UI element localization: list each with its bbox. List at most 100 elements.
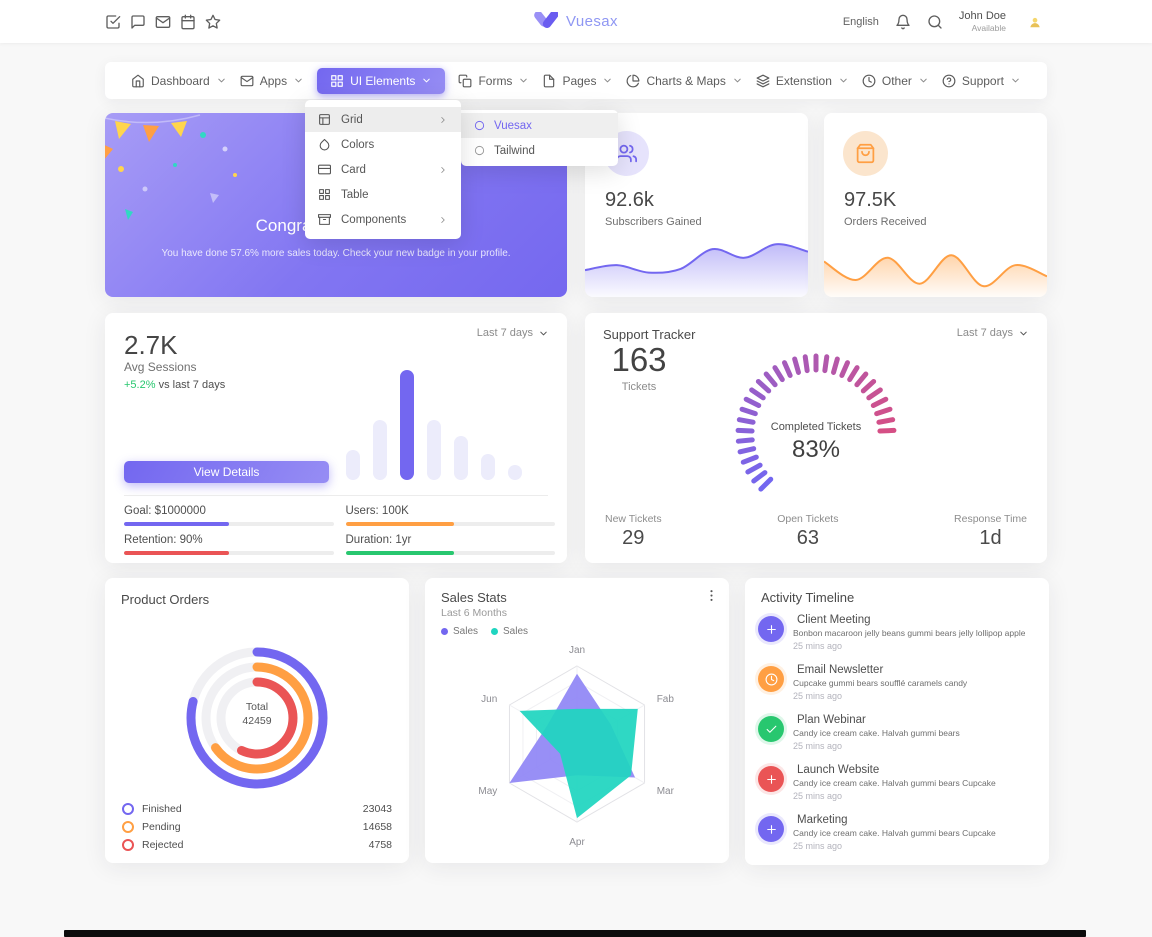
svg-text:Jan: Jan (569, 645, 585, 656)
new-tickets-value: 29 (622, 527, 645, 549)
todo-icon[interactable] (105, 14, 121, 30)
nav-item-support[interactable]: Support (942, 74, 1021, 88)
main-nav: Dashboard Apps UI Elements Forms Pages C… (105, 62, 1047, 99)
open-tickets: Open Tickets 63 (777, 513, 838, 550)
nav-label: Support (961, 73, 1004, 88)
check-icon (758, 716, 784, 742)
header-right: English John Doe Available (843, 9, 1048, 35)
sales-stats-title: Sales Stats (441, 590, 507, 605)
teal-dot-icon (491, 628, 499, 635)
avatar[interactable] (1022, 9, 1048, 35)
nav-item-apps[interactable]: Apps (240, 74, 304, 88)
nav-item-pages[interactable]: Pages (542, 74, 613, 88)
grid-submenu: Vuesax Tailwind (461, 110, 618, 166)
chat-icon[interactable] (130, 14, 146, 30)
timeline-desc: Cupcake gummi bears soufflé caramels can… (793, 678, 968, 688)
support-tracker-title: Support Tracker (603, 327, 696, 342)
search-icon[interactable] (927, 14, 943, 30)
finished-value: 23043 (362, 803, 392, 815)
grid-icon (330, 74, 344, 88)
sales-stats-subtitle: Last 6 Months (441, 607, 507, 619)
duration-label: Duration: 1yr (345, 534, 412, 546)
nav-item-ui-elements[interactable]: UI Elements (317, 67, 446, 94)
goal-progress-track (124, 522, 334, 526)
user-menu[interactable]: John Doe Available (959, 10, 1006, 33)
radar-svg: Jan Fab Mar Apr May Jun (478, 645, 675, 848)
duration-progress-fill (345, 551, 455, 555)
delta-value: +5.2% (124, 379, 156, 391)
credit-card-icon (318, 163, 331, 176)
nav-label: Extenstion (775, 73, 832, 88)
legend-sales-2: Sales (491, 626, 528, 637)
nav-item-dashboard[interactable]: Dashboard (131, 74, 227, 88)
nav-item-extension[interactable]: Extenstion (756, 74, 849, 88)
timeline-item-launch-website[interactable]: Launch Website Candy ice cream cake. Hal… (758, 764, 1037, 801)
chevron-down-icon (518, 75, 529, 86)
retention-stat: Retention: 90% (124, 534, 334, 555)
support-footer: New Tickets 29 Open Tickets 63 Response Ti… (605, 513, 1027, 550)
duration-stat: Duration: 1yr (345, 534, 555, 555)
menu-item-colors[interactable]: Colors (305, 132, 461, 157)
orders-area-chart (824, 225, 1047, 297)
timeline-time: 25 mins ago (793, 741, 843, 751)
menu-label: Components (341, 213, 407, 226)
droplet-icon (318, 138, 331, 151)
nav-item-forms[interactable]: Forms (458, 74, 529, 88)
menu-item-card[interactable]: Card (305, 157, 461, 182)
calendar-icon[interactable] (180, 14, 196, 30)
copy-icon (458, 74, 472, 88)
submenu-item-vuesax[interactable]: Vuesax (461, 113, 618, 138)
view-details-button[interactable]: View Details (124, 461, 329, 483)
nav-label: Forms (478, 73, 513, 88)
finished-ring-icon (122, 803, 134, 815)
notifications-icon[interactable] (895, 14, 911, 30)
chevron-down-icon (293, 75, 304, 86)
goal-label: Goal: $1000000 (124, 505, 206, 517)
timeline-item-plan-webinar[interactable]: Plan Webinar Candy ice cream cake. Halva… (758, 714, 1037, 751)
language-selector[interactable]: English (842, 15, 879, 28)
session-goals-grid: Goal: $1000000 Users: 100K Retention: 90… (124, 505, 555, 555)
menu-item-components[interactable]: Components (305, 207, 461, 232)
menu-label: Card (341, 163, 366, 176)
timeline-desc: Candy ice cream cake. Halvah gummi bears (793, 728, 960, 738)
retention-progress-fill (124, 551, 229, 555)
more-options-icon[interactable] (704, 588, 719, 603)
vuesax-logo-icon (534, 12, 559, 29)
users-stat: Users: 100K (345, 505, 555, 526)
nav-item-charts-maps[interactable]: Charts & Maps (626, 74, 742, 88)
radio-circle-icon (474, 120, 485, 131)
retention-progress-track (124, 551, 334, 555)
rejected-value: 4758 (368, 839, 392, 851)
product-orders-radial-chart: Total 42459 (177, 638, 337, 798)
menu-label: Grid (341, 113, 363, 126)
timeline-item-client-meeting[interactable]: Client Meeting Bonbon macaroon jelly bea… (758, 614, 1037, 651)
svg-text:Mar: Mar (657, 786, 675, 797)
timeline-time: 25 mins ago (793, 641, 843, 651)
nav-label: Dashboard (151, 73, 210, 88)
timeline-item-email-newsletter[interactable]: Email Newsletter Cupcake gummi bears sou… (758, 664, 1037, 701)
ui-elements-dropdown: Grid Colors Card Table Components (305, 100, 461, 239)
nav-label: Pages (562, 73, 597, 88)
rings-center-label: Total (245, 701, 269, 713)
mail-icon[interactable] (155, 14, 171, 30)
timeline-title: Plan Webinar (797, 714, 866, 726)
nav-item-other[interactable]: Other (862, 74, 929, 88)
support-period-select[interactable]: Last 7 days (957, 327, 1029, 339)
submenu-item-tailwind[interactable]: Tailwind (461, 138, 618, 163)
sales-radar-chart: Jan Fab Mar Apr May Jun (443, 644, 711, 856)
timeline-title: Marketing (797, 814, 848, 826)
star-icon[interactable] (205, 14, 221, 30)
avg-sessions-period-select[interactable]: Last 7 days (477, 327, 549, 339)
avg-sessions-value: 2.7K (124, 330, 178, 360)
pending-label: Pending (142, 821, 181, 833)
brand[interactable]: Vuesax (534, 12, 618, 31)
users-label: Users: 100K (345, 505, 409, 517)
help-circle-icon (942, 74, 956, 88)
menu-label: Table (341, 188, 369, 201)
menu-item-grid[interactable]: Grid (305, 107, 461, 132)
timeline-item-marketing[interactable]: Marketing Candy ice cream cake. Halvah g… (758, 814, 1037, 851)
menu-item-table[interactable]: Table (305, 182, 461, 207)
pending-value: 14658 (362, 821, 392, 833)
sales-legend: Sales Sales (441, 626, 528, 637)
user-name: John Doe (958, 9, 1006, 22)
